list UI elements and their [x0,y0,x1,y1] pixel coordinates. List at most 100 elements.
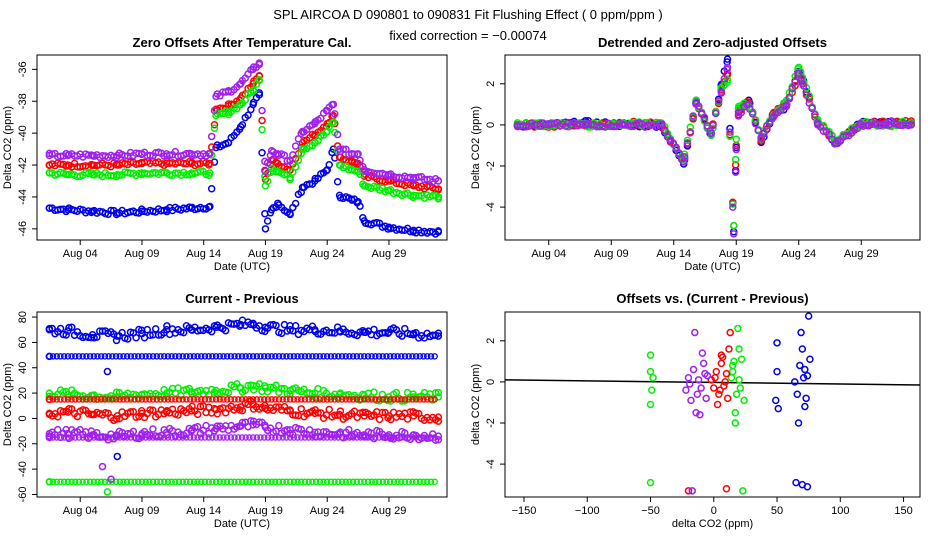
data-point [242,434,249,441]
data-point [68,434,75,441]
data-point [263,217,272,225]
data-point [49,353,57,360]
data-point [280,170,289,179]
data-point [94,478,101,486]
data-point [394,478,401,486]
data-point [383,396,390,403]
data-point [712,367,721,376]
data-point [412,409,420,417]
data-point [728,367,737,376]
data-point [429,191,437,200]
data-point [68,478,75,486]
data-point [172,353,179,360]
data-point [86,478,94,486]
data-point [146,353,153,360]
data-point [127,353,135,360]
series-red-ref [45,395,438,404]
data-point [735,376,743,384]
data-point [329,118,338,126]
data-point [168,478,175,486]
data-point [375,434,383,441]
data-point [702,394,710,403]
data-point [328,101,336,109]
data-point [220,478,227,486]
data-point [275,434,283,441]
x-tick-label: Aug 09 [125,248,160,260]
data-point [291,411,300,419]
data-point [862,121,870,130]
data-point [57,353,64,360]
plot-frame [504,311,921,498]
data-point [179,353,186,360]
data-point [316,396,324,403]
data-point [327,478,335,486]
data-point [286,353,294,360]
data-point [135,434,142,441]
data-point [257,396,264,403]
data-point [46,478,53,486]
data-point [300,145,308,153]
data-point [46,353,53,360]
data-point [247,105,255,114]
x-axis-label: Date (UTC) [684,261,740,273]
data-point [723,75,732,84]
data-point [138,353,146,360]
data-point [698,349,707,357]
data-point [109,434,116,441]
data-point [732,145,740,154]
data-point [368,396,375,403]
data-point [277,384,286,393]
data-point [123,353,131,360]
data-point [405,434,412,441]
data-point [790,378,799,386]
data-point [305,396,312,403]
data-point [153,353,161,360]
x-tick-label: −150 [512,505,537,517]
data-point [688,487,697,495]
data-point [405,353,412,360]
points-group [45,316,443,496]
data-point [137,406,146,415]
data-point [101,478,109,486]
x-tick-label: −50 [641,505,660,517]
data-point [49,396,57,403]
data-point [197,396,205,403]
data-point [336,407,345,415]
data-point [212,434,220,441]
data-point [112,396,120,403]
data-point [291,142,300,150]
data-point [798,345,807,353]
data-point [268,478,275,486]
data-point [364,434,372,441]
data-point [286,434,294,441]
data-point [331,411,339,419]
x-tick-label: Aug 19 [248,505,283,517]
data-point [802,91,811,99]
data-point [210,158,219,166]
data-point [223,396,231,403]
plot-frame [36,311,448,498]
data-point [207,132,216,141]
data-point [686,129,695,137]
data-point [726,128,734,136]
data-point [434,185,443,194]
chart-title: Zero Offsets After Temperature Cal. [133,35,352,50]
data-point [59,407,68,416]
data-point [725,345,733,353]
data-point [194,353,201,360]
data-point [420,434,427,441]
data-point [101,434,109,441]
data-point [416,434,424,441]
data-point [290,478,298,486]
data-point [253,353,261,360]
data-point [65,405,73,413]
data-point [246,353,253,360]
data-point [183,353,190,360]
data-point [729,203,737,211]
data-point [201,478,209,486]
data-point [205,353,212,360]
data-point [323,353,331,360]
data-point [175,478,183,486]
data-point [372,353,379,360]
data-point [112,353,120,360]
